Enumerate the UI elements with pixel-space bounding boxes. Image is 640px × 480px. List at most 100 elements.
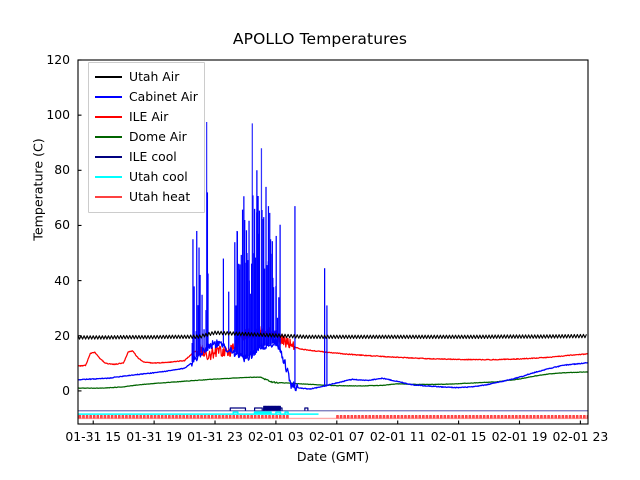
series-utah-heat-pulse [157,414,160,419]
series-utah-heat-pulse [436,414,439,419]
series-utah-heat-pulse [150,414,153,419]
series-utah-heat-pulse [464,414,468,419]
series-utah-heat-pulse [189,414,193,419]
series-utah-heat-pulse [346,414,350,419]
axis-layer [77,59,589,425]
series-utah-heat-pulse [100,414,103,419]
series-utah-heat-pulse [493,414,497,419]
legend-color-swatch [95,76,122,78]
series-utah-heat-pulse [532,414,536,419]
series-utah-heat-pulse [507,414,511,419]
series-utah-heat-pulse [536,414,540,419]
x-tick-label: 02-01 23 [552,429,609,444]
series-utah-cool-pulse [284,411,289,415]
series-utah-heat-pulse [568,414,572,419]
legend[interactable]: Utah Air Cabinet Air ILE Air Dome Air ILE co… [88,62,205,213]
series-utah-air [78,330,587,340]
y-tick-label: 80 [54,162,70,178]
series-utah-heat-pulse [389,414,393,419]
legend-item[interactable]: Cabinet Air [89,87,204,107]
series-utah-cool-chatter [257,411,260,415]
series-utah-heat-pulse [379,414,382,419]
series-utah-heat-pulse [554,414,558,419]
series-ile-cool-chatter [277,405,280,411]
y-tick-label: 40 [54,272,70,288]
series-utah-cool-chatter [266,411,269,415]
series-utah-heat-pulse [253,414,257,419]
series-utah-heat-pulse [429,414,432,419]
legend-item[interactable]: ILE cool [89,147,204,167]
series-ile-cool-chatter [268,405,271,411]
legend-item-label: Dome Air [129,129,187,144]
legend-item[interactable]: Utah heat [89,187,204,207]
series-utah-heat-pulse [117,414,121,419]
series-utah-heat-pulse [425,414,429,419]
series-utah-heat-pulse [525,414,529,419]
series-utah-heat-pulse [235,414,239,419]
series-utah-heat-pulse [550,414,554,419]
series-utah-heat-pulse [92,414,96,419]
series-utah-heat-pulse [393,414,397,419]
series-utah-heat-pulse [268,414,271,419]
legend-item[interactable]: ILE Air [89,107,204,127]
series-utah-heat-pulse [110,414,114,419]
legend-item[interactable]: Utah cool [89,167,204,187]
series-utah-heat-pulse [447,414,450,419]
legend-item[interactable]: Dome Air [89,127,204,147]
series-ile-cool-pulse [304,407,309,411]
series-utah-cool-pulse [275,411,282,415]
series-ile-cool-chatter [276,405,279,411]
series-utah-heat-pulse [89,414,92,419]
series-utah-heat-pulse [364,414,368,419]
legend-item[interactable]: Utah Air [89,67,204,87]
series-utah-heat-pulse [504,414,507,419]
series-utah-heat-pulse [175,414,178,419]
series-utah-heat-pulse [497,414,500,419]
series-utah-heat-pulse [486,414,490,419]
series-utah-heat-pulse [78,414,82,419]
series-utah-heat-pulse [565,414,568,419]
x-axis-label: Date (GMT) [296,449,370,464]
series-utah-heat-pulse [96,414,100,419]
series-utah-heat-pulse [168,414,171,419]
plot-frame [77,59,589,425]
series-utah-heat-pulse [239,414,243,419]
legend-color-swatch [95,196,122,198]
series-utah-cool-chatter [260,411,263,415]
series-utah-cool-chatter [261,411,264,415]
series-utah-heat-pulse [475,414,479,419]
series-cabinet-air-baseline [78,339,588,392]
legend-color-swatch [95,176,122,178]
y-tick-label: 20 [54,327,70,343]
series-utah-heat-pulse [185,414,189,419]
series-utah-heat-pulse [128,414,132,419]
series-ile-cool-pulse [254,407,263,411]
series-utah-heat-pulse [439,414,443,419]
series-ile-cool-chatter [267,405,270,411]
legend-item-label: Utah heat [129,189,191,204]
series-utah-heat-pulse [411,414,414,419]
legend-item-label: Utah cool [129,169,188,184]
y-tick-label: 60 [54,217,70,233]
series-utah-heat-pulse [200,414,203,419]
series-utah-heat-pulse [518,414,522,419]
series-utah-heat-pulse [522,414,525,419]
series-utah-heat-pulse [214,414,218,419]
series-ile-cool-chatter [264,405,267,411]
series-utah-heat-pulse [103,414,107,419]
series-utah-heat-pulse [243,414,246,419]
page-title: APOLLO Temperatures [232,30,408,48]
series-utah-heat-pulse [343,414,346,419]
series-utah-heat-pulse [583,414,586,419]
series-utah-cool-pulse [232,411,239,415]
series-ile-cool-chatter [271,405,274,411]
series-utah-heat-pulse [450,414,454,419]
series-ile-cool-pulse [229,407,247,411]
series-utah-cool-chatter [256,411,259,415]
series-utah-heat-pulse [461,414,465,419]
series-ile-cool-chatter [279,405,281,411]
series-utah-heat-pulse [114,414,118,419]
series-utah-cool-chatter [267,411,270,415]
x-tick-label: 01-31 23 [187,429,243,444]
series-utah-heat-pulse [164,414,168,419]
